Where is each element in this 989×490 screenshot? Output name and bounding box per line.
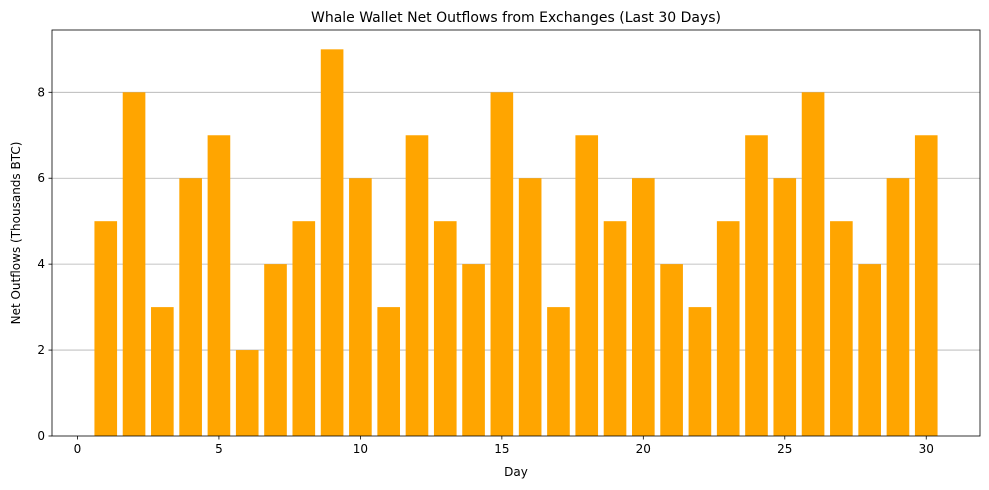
axes-frame [51,29,981,437]
bar-day-11 [377,307,400,436]
bar-day-18 [575,135,599,436]
bar-day-5 [207,135,231,436]
bar-day-19 [603,221,627,436]
bar-day-21 [660,264,683,436]
bar-day-29 [886,178,910,436]
bar-day-6 [235,350,259,436]
bar-day-20 [632,178,655,436]
bar-day-23 [716,221,740,436]
bar-day-7 [264,264,287,436]
x-axis-label: Day [504,465,528,479]
bar-day-4 [179,178,202,436]
x-tick-label: 10 [353,442,368,456]
bar-day-13 [433,221,457,436]
x-tick-label: 15 [494,442,509,456]
bar-day-16 [518,178,542,436]
x-tick-label: 5 [215,442,223,456]
bar-day-26 [801,92,825,436]
bar-day-9 [320,49,344,436]
bar-day-10 [349,178,372,436]
bar-day-3 [151,307,174,436]
bar-day-8 [292,221,316,436]
y-axis-label: Net Outflows (Thousands BTC) [9,142,23,325]
y-tick-label: 0 [37,429,45,443]
bar-day-17 [547,307,570,436]
y-tick-label: 6 [37,171,45,185]
x-tick-label: 0 [74,442,82,456]
bar-day-30 [914,135,938,436]
x-tick-label: 30 [919,442,934,456]
x-tick-label: 20 [636,442,651,456]
y-tick-label: 4 [37,257,45,271]
y-tick-label: 8 [37,85,45,99]
bar-day-27 [830,221,853,436]
bar-day-22 [688,307,712,436]
bar-day-15 [490,92,514,436]
x-tick-label: 25 [777,442,792,456]
bar-day-24 [745,135,768,436]
bar-day-25 [773,178,797,436]
bar-day-12 [405,135,429,436]
chart-title: Whale Wallet Net Outflows from Exchanges… [311,10,721,26]
bar-day-2 [122,92,146,436]
bar-day-1 [94,221,118,436]
y-tick-label: 2 [37,343,45,357]
bar-day-14 [462,264,485,436]
bar-day-28 [858,264,881,436]
